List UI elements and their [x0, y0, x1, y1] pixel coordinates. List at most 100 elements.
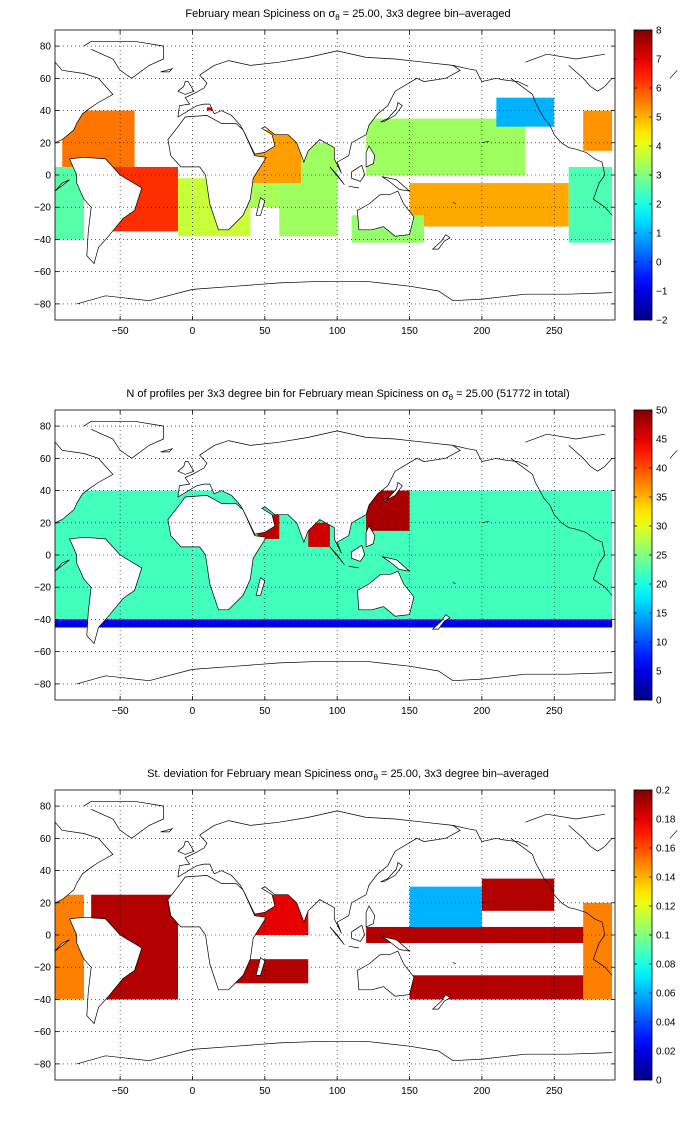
heatmap-cell-region-7	[409, 886, 482, 927]
colorbar-tick-label: 30	[656, 522, 668, 533]
x-tick-label: 250	[546, 326, 563, 337]
coastline-17	[452, 582, 456, 585]
y-tick-label: 80	[40, 42, 52, 53]
colorbar-tick-label: 0.12	[656, 902, 676, 913]
heatmap-cell-region-4	[55, 619, 613, 628]
colorbar-tick-label: 5	[656, 113, 662, 124]
coastline-10	[380, 861, 403, 883]
colorbar-tick-label: 0.04	[656, 1018, 676, 1029]
heatmap-cell-region-9	[409, 183, 569, 227]
x-tick-label: 250	[546, 1086, 563, 1097]
colorbar-tick-label: 40	[656, 464, 668, 475]
coastline-9	[255, 957, 266, 976]
colorbar-tick-label: 0.14	[656, 873, 676, 884]
x-tick-label: 200	[474, 1086, 491, 1097]
chart-title: St. deviation for February mean Spicines…	[147, 768, 549, 783]
colorbar-tick-label: 7	[656, 55, 662, 66]
y-tick-label: −60	[34, 1027, 51, 1038]
colorbar-tick-label: 2	[656, 200, 662, 211]
coastline-20	[510, 78, 613, 216]
panel-profile-count: N of profiles per 3x3 degree bin for Feb…	[0, 380, 696, 750]
x-tick-label: 100	[329, 1086, 346, 1097]
y-tick-label: −60	[34, 267, 51, 278]
colorbar-tick-label: 0	[656, 258, 662, 269]
x-tick-label: 100	[329, 706, 346, 717]
colorbar-tick-label: 35	[656, 493, 668, 504]
colorbar-tick-label: 8	[656, 26, 662, 37]
gridlines	[55, 410, 615, 700]
heatmap-cell-region-13	[583, 110, 613, 151]
chart-std-deviation: −50 0 50 100 150 200 250806040200−20−40−60−800…	[34, 786, 678, 1097]
x-tick-label: 200	[474, 326, 491, 337]
colorbar-tick-label: 10	[656, 638, 668, 649]
colorbar-tick-label: 6	[656, 84, 662, 95]
y-tick-label: −80	[34, 1059, 51, 1070]
panel-mean-spiciness: February mean Spiciness on σθ = 25.00, 3…	[0, 0, 696, 365]
coastline-24	[669, 70, 678, 79]
coastline-14	[160, 828, 174, 833]
coastline-0	[68, 916, 143, 1025]
y-tick-label: −40	[34, 615, 51, 626]
coastline-16	[481, 900, 490, 904]
panel-std-deviation: St. deviation for February mean Spicines…	[0, 760, 696, 1130]
y-tick-label: 20	[40, 138, 52, 149]
colorbar-tick-label: 0	[656, 1076, 662, 1087]
y-tick-label: 20	[40, 518, 52, 529]
x-tick-label: 0	[190, 706, 196, 717]
coastline-4	[357, 190, 415, 237]
y-tick-label: 20	[40, 898, 52, 909]
colorbar-tick-label: 0.16	[656, 844, 676, 855]
coastline-5	[329, 926, 345, 945]
coastline-18	[76, 1040, 613, 1065]
coastline-21	[452, 65, 529, 87]
x-tick-label: 150	[401, 1086, 418, 1097]
coastline-7	[351, 164, 366, 182]
coastline-23	[525, 53, 605, 63]
y-tick-label: 0	[45, 551, 51, 562]
heatmap-cell-region-7	[206, 107, 215, 111]
colorbar-tick-label: −1	[656, 287, 668, 298]
coastline-7	[351, 544, 366, 562]
x-tick-label: 150	[401, 326, 418, 337]
colorbar-tick-label: 1	[656, 229, 662, 240]
coastline-13	[177, 461, 195, 475]
coastline-8	[381, 556, 411, 572]
colorbar-tick-label: 15	[656, 609, 668, 620]
coastline-18	[76, 280, 613, 305]
x-tick-label: 200	[474, 706, 491, 717]
y-tick-label: 60	[40, 74, 52, 85]
coastline-21	[452, 445, 529, 467]
chart-profile-count: −50 0 50 100 150 200 250806040200−20−40−60−805…	[34, 406, 678, 717]
gridlines	[55, 30, 615, 320]
y-tick-label: 80	[40, 802, 52, 813]
coastlines	[54, 800, 678, 1065]
y-tick-label: 40	[40, 486, 52, 497]
coastline-23	[525, 433, 605, 443]
heatmap-cell-region-3	[308, 522, 330, 547]
colorbar-tick-label: 0.08	[656, 960, 676, 971]
coastline-2	[167, 115, 267, 231]
y-tick-label: 0	[45, 171, 51, 182]
y-tick-label: 60	[40, 834, 52, 845]
colorbar-tick-label: 0.02	[656, 1047, 676, 1058]
coastline-17	[452, 962, 456, 965]
coastlines	[54, 40, 678, 305]
coastline-1	[54, 821, 114, 904]
colorbar-tick-label: 25	[656, 551, 668, 562]
x-tick-label: 250	[546, 706, 563, 717]
y-tick-label: −20	[34, 203, 51, 214]
colorbar-tick-label: 0.2	[656, 786, 670, 797]
coastline-10	[380, 101, 403, 123]
coastline-9	[255, 577, 266, 596]
colorbar-tick-label: 0.06	[656, 989, 676, 1000]
colorbar-tick-label: 50	[656, 406, 668, 417]
coastline-5	[329, 166, 345, 185]
coastline-12	[365, 145, 376, 168]
x-tick-label: 150	[401, 706, 418, 717]
coastline-17	[452, 202, 456, 205]
coastline-20	[510, 458, 613, 596]
coastline-12	[365, 525, 376, 548]
coastline-13	[177, 841, 195, 855]
y-tick-label: −20	[34, 963, 51, 974]
coastline-24	[669, 830, 678, 839]
